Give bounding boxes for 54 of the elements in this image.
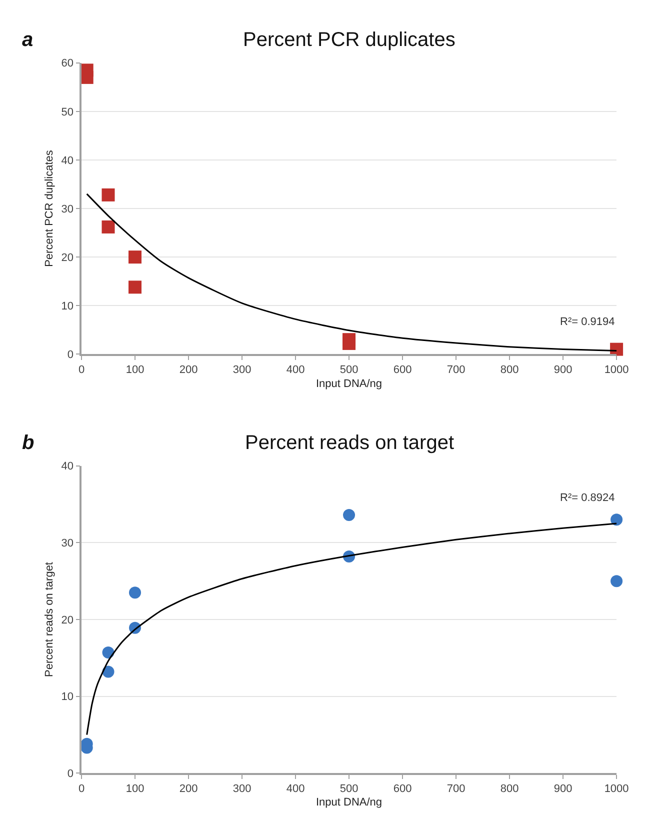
y-tick-label: 30 — [61, 538, 74, 550]
x-tick-label: 300 — [232, 783, 252, 796]
point — [343, 509, 356, 522]
y-tick-label: 20 — [61, 614, 74, 626]
x-tick-label: 800 — [500, 783, 519, 796]
y-tick-label: 10 — [61, 300, 74, 312]
x-tick-label: 100 — [126, 364, 144, 376]
y-tick-label: 0 — [67, 768, 74, 780]
x-tick-label: 600 — [393, 364, 412, 376]
chart-title: Percent reads on target — [245, 432, 454, 454]
x-tick-label: 1000 — [604, 783, 629, 796]
text: a — [22, 29, 34, 51]
y-axis-title: Percent PCR duplicates — [43, 150, 56, 267]
point — [102, 188, 115, 202]
annotation: R²= 0.9194 — [560, 316, 615, 328]
x-tick-label: 400 — [286, 783, 305, 796]
x-tick-label: 700 — [446, 364, 466, 376]
y-tick-label: 60 — [61, 58, 74, 70]
x-tick-label: 0 — [78, 783, 85, 796]
y-tick-label: 40 — [61, 460, 74, 473]
chart-title: Percent PCR duplicates — [243, 29, 456, 51]
x-tick-label: 500 — [340, 783, 358, 796]
x-tick-label: 800 — [500, 364, 519, 376]
point — [610, 575, 623, 588]
x-tick-label: 100 — [126, 783, 144, 796]
x-tick-label: 0 — [78, 364, 85, 376]
y-tick-label: 0 — [67, 349, 74, 361]
point — [129, 586, 141, 599]
x-tick-label: 600 — [393, 783, 412, 796]
annotation: R²= 0.8924 — [560, 492, 615, 504]
x-tick-label: 1000 — [604, 364, 629, 376]
point — [128, 250, 142, 264]
y-axis-title: Percent reads on target — [43, 562, 56, 677]
text: b — [22, 432, 34, 454]
y-tick-label: 40 — [61, 154, 74, 167]
x-tick-label: 200 — [179, 364, 198, 376]
y-tick-label: 30 — [61, 203, 74, 216]
point — [128, 280, 142, 294]
x-tick-label: 900 — [554, 783, 572, 796]
x-tick-label: 700 — [446, 783, 466, 796]
x-tick-label: 500 — [340, 364, 358, 376]
point — [610, 514, 623, 526]
x-tick-label: 200 — [179, 783, 198, 796]
point — [80, 70, 94, 84]
x-tick-label: 300 — [232, 364, 252, 376]
y-tick-label: 10 — [61, 691, 74, 704]
y-tick-label: 20 — [61, 252, 74, 264]
x-axis-title: Input DNA/ng — [316, 378, 382, 390]
x-tick-label: 400 — [286, 364, 305, 376]
x-tick-label: 900 — [554, 364, 572, 376]
point — [342, 336, 356, 350]
point — [102, 220, 115, 234]
y-tick-label: 50 — [61, 106, 74, 118]
x-axis-title: Input DNA/ng — [316, 796, 382, 809]
